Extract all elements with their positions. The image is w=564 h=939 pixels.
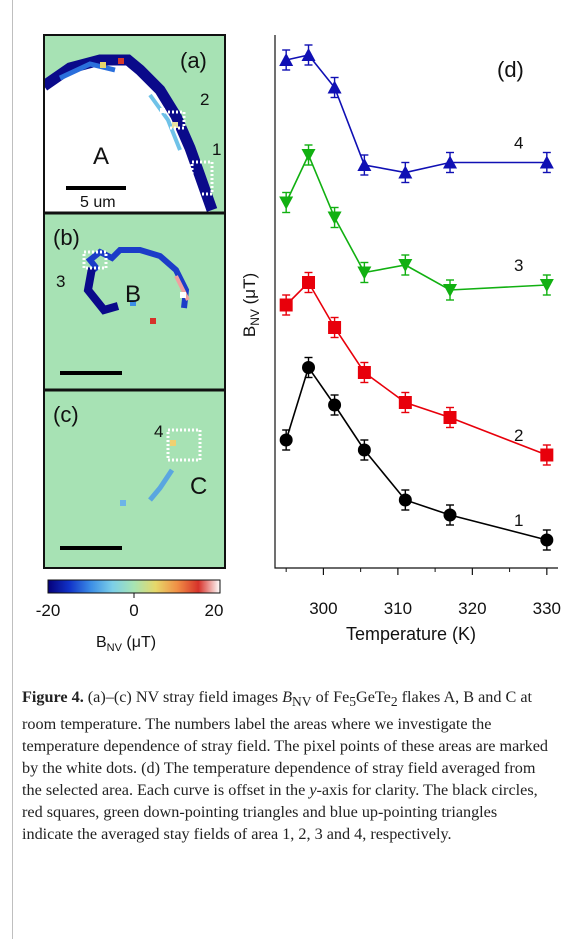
caption-text: of Fe xyxy=(311,688,350,706)
data-point-4 xyxy=(279,53,294,66)
data-point-3 xyxy=(327,211,342,225)
panel-label-c: (c) xyxy=(53,402,79,427)
panel-label-b: (b) xyxy=(53,225,80,250)
page-border-line xyxy=(12,0,13,939)
caption-text: flakes A, B and C at room temperature. T… xyxy=(22,688,549,800)
flake-label-b: B xyxy=(125,281,141,308)
data-point-1 xyxy=(398,493,412,507)
colorbar-label: BNV (μT) xyxy=(96,634,156,654)
x-tick-label: 330 xyxy=(533,599,561,618)
caption-text: -axis for clarity. The black circles, re… xyxy=(22,781,538,844)
map-panel-b xyxy=(44,213,225,390)
figure-caption: Figure 4. (a)–(c) NV stray field images … xyxy=(22,686,552,845)
x-tick-label: 300 xyxy=(309,599,337,618)
series-label-1: 1 xyxy=(514,511,523,530)
colorbar-gradient xyxy=(47,579,221,594)
area-label-4: 4 xyxy=(154,422,163,441)
data-point-3 xyxy=(279,196,294,210)
y-axis-label: BNV (μT) xyxy=(240,273,262,337)
series-line-1 xyxy=(285,365,548,541)
data-point-4 xyxy=(539,155,554,169)
figure: (a) A 2 1 5 um (b) 3 B (c) 4 C -20 0 20 … xyxy=(36,34,561,654)
stray-field-map-b xyxy=(82,247,190,324)
series-label-3: 3 xyxy=(514,256,523,275)
caption-figure-number: Figure 4. xyxy=(22,688,84,706)
colorbar-tick-label: -20 xyxy=(36,601,61,620)
area-label-3: 3 xyxy=(56,272,65,291)
x-tick-label: 310 xyxy=(384,599,412,618)
chart-panel-label: (d) xyxy=(497,57,524,82)
caption-subscript: 5 xyxy=(349,694,357,710)
data-point-1 xyxy=(540,533,554,547)
stray-field-map-c xyxy=(120,428,202,506)
data-point-4 xyxy=(357,158,372,171)
caption-symbol: B xyxy=(282,688,293,706)
map-panel-c xyxy=(44,390,225,568)
scalebar-label: 5 um xyxy=(80,194,116,211)
stray-field-map-a xyxy=(44,54,225,213)
map-panel-a xyxy=(44,35,225,213)
map-panel-frame xyxy=(43,34,226,569)
chart-axes xyxy=(274,35,558,569)
data-point-1 xyxy=(357,443,371,457)
data-point-2 xyxy=(443,411,457,424)
series-label-4: 4 xyxy=(514,134,523,153)
data-point-4 xyxy=(398,165,413,179)
flake-label-c: C xyxy=(190,473,207,500)
data-point-1 xyxy=(328,398,342,412)
colorbar-tick-label: 20 xyxy=(205,601,224,620)
data-point-1 xyxy=(279,433,293,447)
series-label-2: 2 xyxy=(514,426,523,445)
data-point-3 xyxy=(301,149,316,162)
panel-label-a: (a) xyxy=(180,48,207,73)
area-label-2: 2 xyxy=(200,90,209,109)
data-point-4 xyxy=(301,48,316,61)
caption-italic: y xyxy=(309,781,317,800)
caption-text: GeTe xyxy=(356,688,391,706)
data-point-2 xyxy=(279,298,293,312)
data-point-2 xyxy=(357,366,371,379)
data-point-3 xyxy=(539,279,554,292)
data-point-4 xyxy=(327,80,342,94)
series-group: 1 2 3 4 xyxy=(279,44,554,551)
x-axis-label: Temperature (K) xyxy=(346,624,476,644)
data-point-3 xyxy=(357,266,372,280)
data-point-1 xyxy=(302,361,316,374)
colorbar: -20 0 20 BNV (μT) xyxy=(36,579,224,654)
caption-subscript: NV xyxy=(292,694,312,710)
area-label-1: 1 xyxy=(212,140,221,159)
x-ticks: 300 310 320 330 xyxy=(285,568,561,618)
chart-d: (d) BNV (μT) Temperature (K) 300 310 320 33… xyxy=(240,35,561,644)
data-point-2 xyxy=(328,321,342,334)
caption-subscript: 2 xyxy=(390,694,398,710)
flake-label-a: A xyxy=(93,143,109,170)
data-point-2 xyxy=(302,276,316,289)
data-point-3 xyxy=(443,284,458,297)
x-tick-label: 320 xyxy=(458,599,486,618)
data-point-1 xyxy=(443,508,457,522)
data-point-2 xyxy=(540,448,554,462)
caption-text: (a)–(c) NV stray field images xyxy=(83,688,283,706)
data-point-2 xyxy=(398,396,412,409)
series-line-2 xyxy=(285,281,548,456)
colorbar-tick-label: 0 xyxy=(129,601,138,620)
series-line-3 xyxy=(285,153,547,291)
data-point-4 xyxy=(443,155,458,169)
data-point-3 xyxy=(398,259,413,272)
